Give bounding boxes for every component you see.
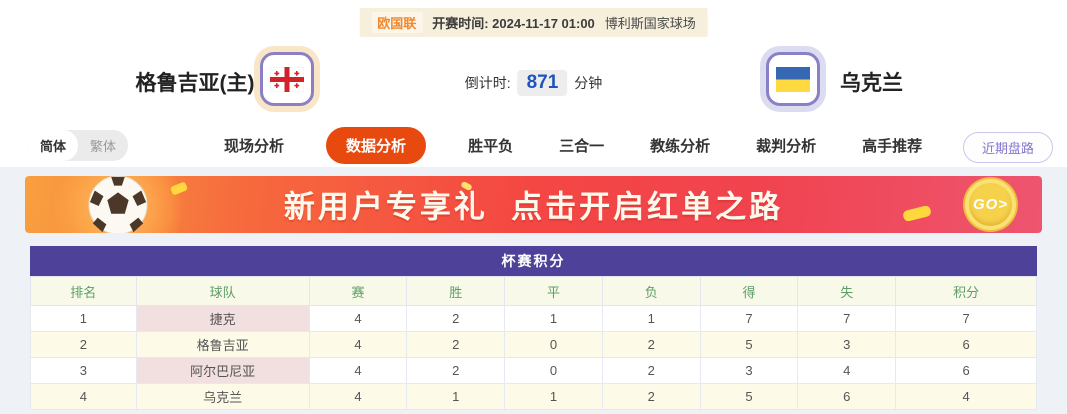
stat-cell: 2	[601, 357, 701, 384]
tab-live-analysis[interactable]: 现场分析	[224, 138, 285, 155]
cup-standings: 杯赛积分 排名 球队赛胜平负得失积分 1 捷克 4 2 1 1 7 7 7 2 格鲁吉亚 4 2 0 2 5 3 6…	[30, 246, 1037, 410]
stat-cell: 7	[895, 305, 1037, 332]
home-team-name: 格鲁吉亚(主)	[135, 72, 255, 95]
countdown-label: 倒计时:	[464, 75, 511, 91]
stat-cell: 1	[504, 305, 603, 332]
stat-cell: 5	[699, 331, 799, 358]
stat-cell: 1	[504, 383, 603, 410]
recent-odds-button[interactable]: 近期盘路	[962, 132, 1053, 163]
standings-table: 排名 球队赛胜平负得失积分 1 捷克 4 2 1 1 7 7 7 2 格鲁吉亚 4 2 0 2 5 3 6 3 阿尔巴尼…	[30, 276, 1037, 410]
tab-coach-analysis[interactable]: 教练分析	[650, 138, 711, 155]
stat-cell: 4	[797, 357, 897, 384]
kickoff-time: 开赛时间: 2024-11-17 01:00	[432, 16, 595, 31]
stat-cell: 3	[797, 331, 897, 358]
match-info-bar: 欧国联 开赛时间: 2024-11-17 01:00 博利斯国家球场	[359, 8, 708, 37]
stat-cell: 7	[699, 305, 799, 332]
stat-cell: 2	[406, 305, 506, 332]
stat-cell: 3	[699, 357, 799, 384]
go-coin-button[interactable]: GO>	[965, 179, 1016, 230]
table-row: 2 格鲁吉亚 4 2 0 2 5 3 6	[30, 331, 1037, 358]
header-cell: 胜	[406, 276, 506, 306]
header-cell: 失	[797, 276, 897, 306]
team-cell: 阿尔巴尼亚	[135, 357, 310, 384]
tab-referee-analysis[interactable]: 裁判分析	[756, 138, 817, 155]
table-row: 3 阿尔巴尼亚 4 2 0 2 3 4 6	[30, 357, 1037, 384]
countdown: 倒计时: 871 分钟	[464, 70, 603, 96]
stat-cell: 1	[601, 305, 701, 332]
banner-headline: 新用户专享礼 点击开启红单之路	[283, 189, 784, 225]
countdown-unit: 分钟	[574, 75, 603, 91]
table-title: 杯赛积分	[30, 246, 1037, 276]
nav-tabs: 现场分析 数据分析 胜平负 三合一 教练分析 裁判分析 高手推荐	[224, 127, 923, 164]
header-cell: 球队	[135, 276, 310, 306]
stat-cell: 1	[406, 383, 506, 410]
away-team-name: 乌克兰	[840, 72, 903, 95]
home-team-badge	[260, 52, 314, 106]
toggle-traditional[interactable]: 繁体	[90, 139, 117, 154]
stat-cell: 4	[308, 383, 408, 410]
stat-cell: 2	[406, 357, 506, 384]
table-row: 4 乌克兰 4 1 1 2 5 6 4	[30, 383, 1037, 410]
stat-cell: 5	[699, 383, 799, 410]
stat-cell: 2	[601, 383, 701, 410]
table-header-row: 排名 球队赛胜平负得失积分	[30, 276, 1037, 306]
stat-cell: 6	[895, 357, 1037, 384]
tab-data-analysis[interactable]: 数据分析	[326, 127, 427, 164]
league-badge: 欧国联	[371, 12, 423, 33]
stat-cell: 2	[601, 331, 701, 358]
language-toggle: 简体 繁体	[28, 130, 129, 161]
toggle-simplified[interactable]: 简体	[28, 130, 79, 161]
ukraine-flag-icon	[776, 66, 810, 92]
away-team-badge	[766, 52, 820, 106]
stat-cell: 7	[797, 305, 897, 332]
countdown-value: 871	[517, 70, 568, 96]
stat-cell: 2	[30, 331, 137, 358]
stat-cell: 0	[504, 331, 603, 358]
stat-cell: 4	[308, 305, 408, 332]
stat-cell: 3	[30, 357, 137, 384]
header-cell: 平	[504, 276, 603, 306]
header-cell: 得	[699, 276, 799, 306]
venue-name: 博利斯国家球场	[604, 16, 696, 31]
header-cell: 排名	[30, 276, 137, 306]
stat-cell: 6	[797, 383, 897, 410]
table-body: 1 捷克 4 2 1 1 7 7 7 2 格鲁吉亚 4 2 0 2 5 3 6 3 阿尔巴尼亚 4 2 0 2 3 4 6 4 乌克兰 4…	[30, 305, 1037, 410]
tab-expert-picks[interactable]: 高手推荐	[862, 138, 923, 155]
stat-cell: 4	[308, 357, 408, 384]
team-cell: 捷克	[135, 305, 310, 332]
tab-win-draw-loss[interactable]: 胜平负	[468, 138, 514, 155]
soccer-ball-icon	[88, 176, 148, 233]
table-row: 1 捷克 4 2 1 1 7 7 7	[30, 305, 1037, 332]
nav-bar: 简体 繁体 现场分析 数据分析 胜平负 三合一 教练分析 裁判分析 高手推荐 近期盘路	[0, 124, 1067, 167]
stat-cell: 4	[895, 383, 1037, 410]
header-cell: 负	[601, 276, 701, 306]
stat-cell: 6	[895, 331, 1037, 358]
header-cell: 赛	[308, 276, 408, 306]
team-cell: 乌克兰	[135, 383, 310, 410]
stat-cell: 4	[308, 331, 408, 358]
stat-cell: 0	[504, 357, 603, 384]
team-cell: 格鲁吉亚	[135, 331, 310, 358]
stat-cell: 2	[406, 331, 506, 358]
stat-cell: 4	[30, 383, 137, 410]
georgia-flag-icon	[270, 66, 304, 92]
stat-cell: 1	[30, 305, 137, 332]
promo-banner[interactable]: 新用户专享礼 点击开启红单之路 GO>	[25, 176, 1042, 233]
header-cell: 积分	[895, 276, 1037, 306]
tab-three-in-one[interactable]: 三合一	[559, 138, 605, 155]
